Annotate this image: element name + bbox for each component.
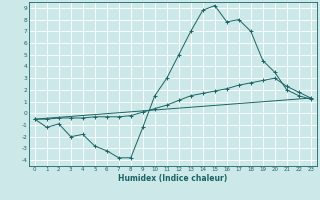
X-axis label: Humidex (Indice chaleur): Humidex (Indice chaleur)	[118, 174, 228, 183]
